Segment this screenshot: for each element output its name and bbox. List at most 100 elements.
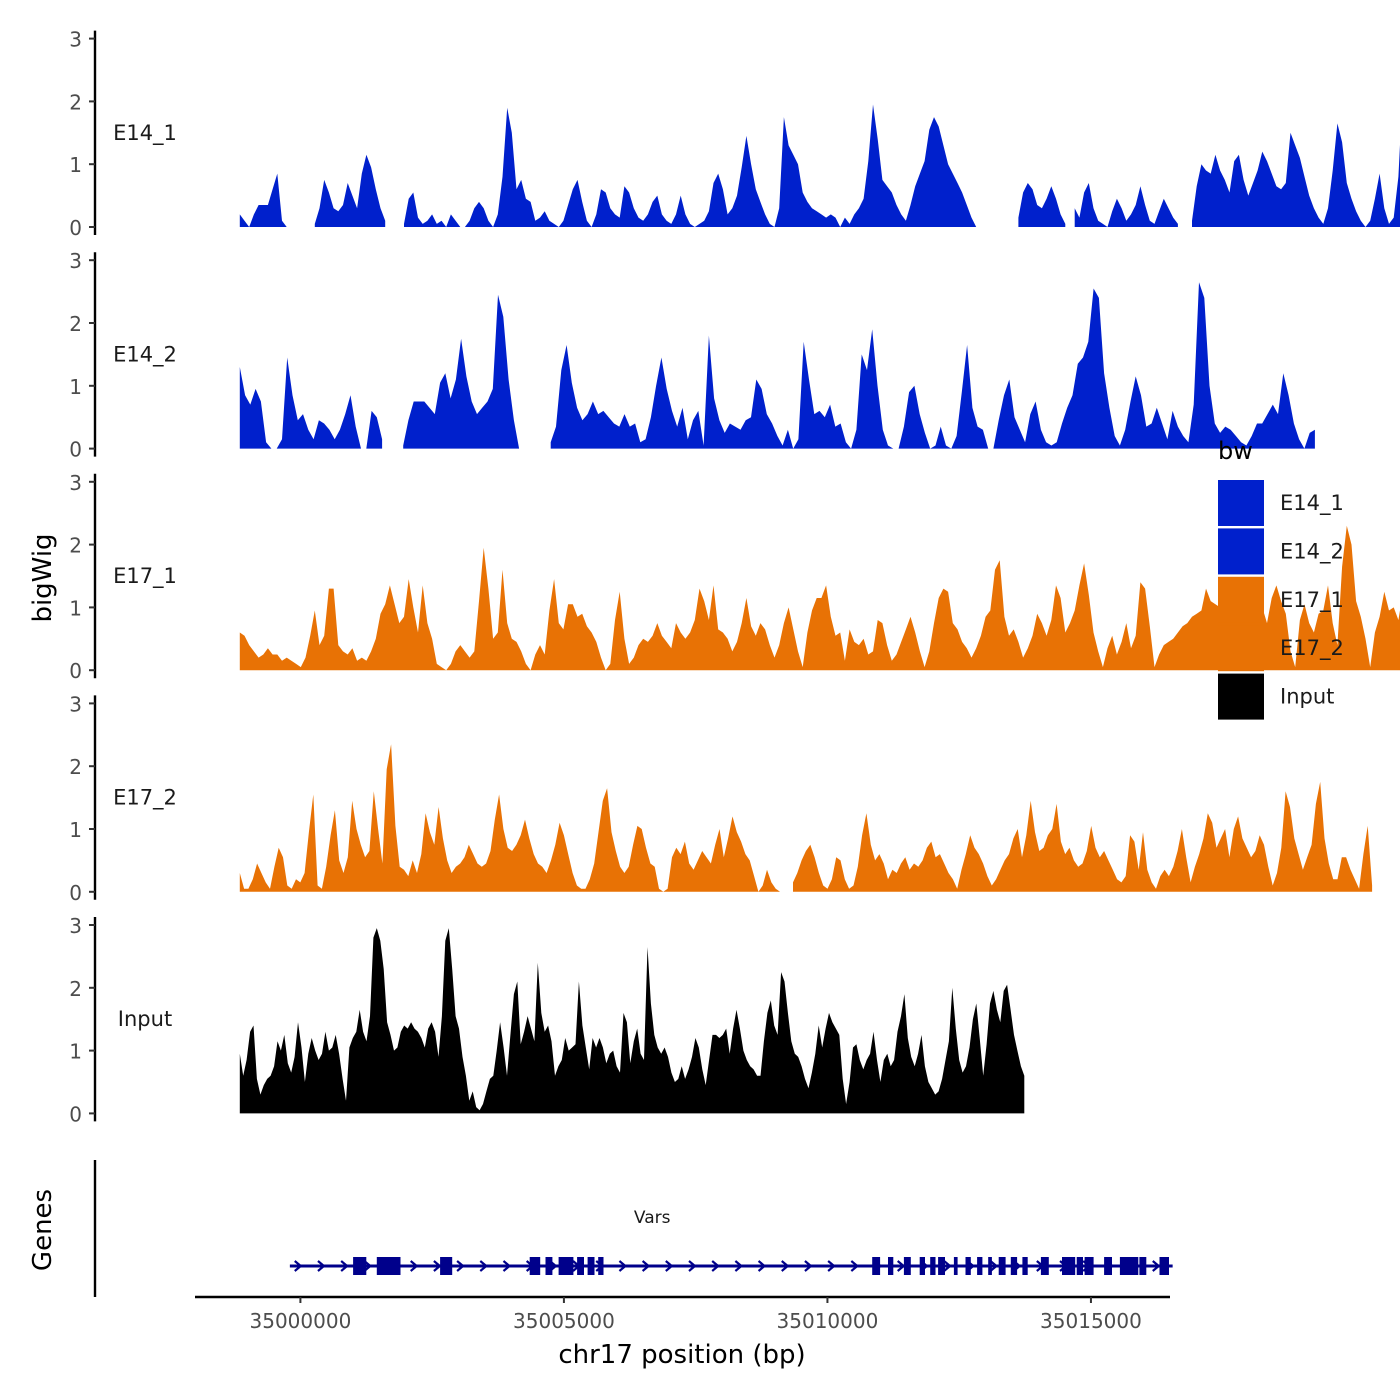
signal-area [403,294,520,449]
strand-chevron [850,1260,860,1272]
exon [1062,1257,1076,1275]
exon [529,1257,541,1275]
legend-item: E14_2 [1218,528,1344,575]
exon [376,1257,401,1275]
track-label: E17_1 [113,564,177,589]
exon [1010,1257,1018,1275]
y-tick-label: 2 [69,90,82,114]
y-tick-label: 2 [69,977,82,1001]
strand-chevron [618,1260,628,1272]
exon [558,1257,574,1275]
track-label: E14_2 [113,342,177,367]
signal-area [793,781,1373,892]
exon [598,1257,604,1275]
track-label: Input [118,1007,172,1031]
y-tick-label: 2 [69,534,82,558]
genes-panel: Vars [93,1160,1173,1297]
signal-area [1192,123,1400,227]
strand-chevron [804,1260,813,1272]
x-tick-label: 35000000 [250,1309,352,1333]
legend-label: E14_2 [1280,539,1344,564]
y-tick-label: 1 [69,153,82,177]
strand-chevron [943,1260,952,1272]
exon [440,1257,453,1275]
signal-area [239,525,1400,671]
exon [353,1257,367,1275]
y-tick-label: 3 [69,914,82,938]
strand-chevron [479,1260,489,1272]
exon [1084,1257,1094,1275]
strand-chevron [502,1260,512,1272]
strand-chevron [665,1260,674,1272]
strand-chevron [433,1260,442,1272]
exon [1139,1257,1147,1275]
x-tick-label: 35010000 [777,1309,879,1333]
y-tick-label: 0 [69,1102,82,1126]
y-tick-label: 0 [69,216,82,240]
exon [577,1257,584,1275]
y-tick-label: 3 [69,471,82,495]
exon [998,1257,1006,1275]
track-panel-e17_2: 0 1 2 3 E17_2 [69,692,1373,905]
exon [545,1257,553,1275]
track-panel-e17_1: 0 1 2 3 E17_1 [69,471,1400,683]
strand-chevron [734,1260,744,1272]
exon [930,1257,936,1275]
exon [587,1257,595,1275]
y-tick-label: 1 [69,1040,82,1064]
y-tick-label: 3 [69,692,82,716]
exon [977,1257,983,1275]
signal-area [239,744,781,892]
strand-chevron [641,1260,651,1272]
signal-area [1074,183,1178,227]
strand-chevron [1152,1260,1161,1272]
strand-chevron [294,1260,303,1272]
exon [1022,1257,1028,1275]
x-axis-label: chr17 position (bp) [558,1340,805,1370]
signal-area [1018,183,1066,227]
exon [1159,1257,1169,1275]
exon [1119,1257,1139,1275]
exon [888,1257,894,1275]
track-label: E17_2 [113,786,177,811]
y-tick-label: 3 [69,28,82,52]
y-tick-label: 1 [69,596,82,620]
exon [1040,1257,1049,1275]
y-tick-label: 2 [69,755,82,779]
signal-area [404,104,977,227]
legend-label: Input [1280,685,1334,709]
signal-area [239,357,383,449]
legend-swatch [1218,528,1264,575]
legend-label: E17_2 [1280,636,1344,661]
y-tick-label: 1 [69,375,82,399]
exon [1076,1257,1083,1275]
exon [872,1257,881,1275]
legend-swatch [1218,673,1264,720]
exon [965,1257,971,1275]
exon [1104,1257,1112,1275]
track-panel-e14_1: 0 1 2 3 E14_1 [69,28,1400,240]
legend-item: E14_1 [1218,480,1344,526]
strand-chevron [456,1260,465,1272]
legend-item: E17_2 [1218,625,1344,672]
signal-area [314,154,386,227]
legend-title: bw [1218,437,1253,465]
legend-swatch [1218,576,1264,623]
signal-area [239,928,1025,1114]
y-tick-label: 0 [69,438,82,462]
strand-chevron [896,1260,906,1272]
x-axis: 35000000 35005000 35010000 35015000 [195,1295,1170,1333]
track-panels: 0 1 2 3 E14_1 0 1 2 3 E14_2 0 1 2 3 E17_1 0 1 2 3 E17_2 0 1 2 3… [69,28,1400,1126]
legend-item: Input [1218,673,1334,720]
strand-chevron [989,1260,999,1272]
track-panel-e14_2: 0 1 2 3 E14_2 [69,249,1315,462]
y-tick-label: 1 [69,818,82,842]
exon [919,1257,925,1275]
exon [938,1257,945,1275]
gene-name: Vars [634,1208,671,1228]
strand-chevron [711,1260,720,1272]
signal-area [550,282,1315,449]
legend-swatch [1218,480,1264,526]
x-tick-label: 35015000 [1040,1309,1142,1333]
